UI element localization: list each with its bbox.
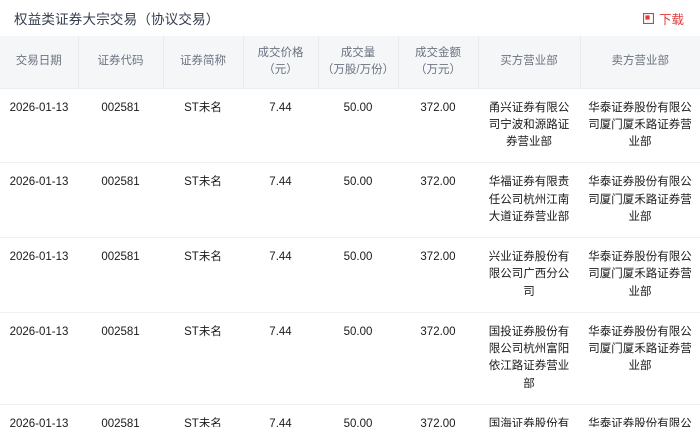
cell-price: 7.44 <box>243 88 318 164</box>
cell-buyer-branch: 甬兴证券有限公司宁波和源路证券营业部 <box>478 88 580 164</box>
cell-security-code: 002581 <box>78 88 163 164</box>
cell-volume: 50.00 <box>318 312 398 405</box>
column-header-amount: 成交金额 （万元） <box>398 36 479 89</box>
cell-security-code: 002581 <box>78 162 163 238</box>
cell-security-name: ST未名 <box>163 88 243 164</box>
column-header-unit: （万股/万份） <box>321 63 395 76</box>
column-header-label: 证券简称 <box>180 55 226 68</box>
cell-security-name: ST未名 <box>163 404 243 427</box>
cell-amount: 372.00 <box>398 88 478 164</box>
cell-security-code: 002581 <box>78 237 163 313</box>
download-label: 下载 <box>658 12 684 27</box>
column-header-volume: 成交量 （万股/万份） <box>318 36 399 89</box>
cell-amount: 372.00 <box>398 404 478 427</box>
table-body: 2026-01-13 002581 ST未名 7.44 50.00 372.00 甬兴证券有… <box>0 88 700 427</box>
cell-volume: 50.00 <box>318 162 398 238</box>
cell-trade-date: 2026-01-13 <box>0 312 78 405</box>
cell-seller-branch: 华泰证券股份有限公司厦门厦禾路证券营业部 <box>580 162 700 238</box>
cell-price: 7.44 <box>243 404 318 427</box>
table-row: 2026-01-13 002581 ST未名 7.44 50.00 372.00 国海证券股… <box>0 404 700 427</box>
page-title: 权益类证券大宗交易（协议交易） <box>14 12 220 27</box>
cell-trade-date: 2026-01-13 <box>0 88 78 164</box>
column-header-price: 成交价格 （元） <box>243 36 319 89</box>
cell-seller-branch: 华泰证券股份有限公司厦门厦禾路证券营业部 <box>580 88 700 164</box>
column-header-buyer-branch: 买方营业部 <box>478 36 581 89</box>
column-header-security-name: 证券简称 <box>163 36 244 89</box>
cell-buyer-branch: 兴业证券股份有限公司广西分公司 <box>478 237 580 313</box>
table-row: 2026-01-13 002581 ST未名 7.44 50.00 372.00 国投证券股… <box>0 312 700 405</box>
cell-security-name: ST未名 <box>163 312 243 405</box>
cell-amount: 372.00 <box>398 237 478 313</box>
cell-security-name: ST未名 <box>163 162 243 238</box>
column-header-label: 卖方营业部 <box>611 55 670 68</box>
cell-volume: 50.00 <box>318 237 398 313</box>
cell-seller-branch: 华泰证券股份有限公司厦门厦禾路证券营业部 <box>580 312 700 405</box>
column-header-unit: （元） <box>263 63 298 76</box>
column-header-security-code: 证券代码 <box>78 36 164 89</box>
table-row: 2026-01-13 002581 ST未名 7.44 50.00 372.00 华福证券有… <box>0 162 700 238</box>
column-header-label: 交易日期 <box>15 55 62 68</box>
cell-buyer-branch: 国海证券股份有限公司北京第一分公司 <box>478 404 580 427</box>
cell-volume: 50.00 <box>318 404 398 427</box>
cell-seller-branch: 华泰证券股份有限公司厦门厦禾路证券营业部 <box>580 237 700 313</box>
cell-buyer-branch: 国投证券股份有限公司杭州富阳依江路证券营业部 <box>478 312 580 405</box>
column-header-label: 成交价格 <box>257 47 304 60</box>
cell-price: 7.44 <box>243 162 318 238</box>
column-header-trade-date: 交易日期 <box>0 36 79 89</box>
column-header-label: 买方营业部 <box>500 55 558 68</box>
cell-seller-branch: 华泰证券股份有限公司厦门厦禾路证券营业部 <box>580 404 700 427</box>
cell-price: 7.44 <box>243 312 318 405</box>
cell-amount: 372.00 <box>398 312 478 405</box>
cell-trade-date: 2026-01-13 <box>0 162 78 238</box>
column-header-label: 成交金额 <box>415 47 461 60</box>
cell-volume: 50.00 <box>318 88 398 164</box>
cell-trade-date: 2026-01-13 <box>0 237 78 313</box>
cell-security-code: 002581 <box>78 312 163 405</box>
table-header-row: 交易日期 证券代码 证券简称 成交价格 （元） 成交量 （万股/万份） 成交金额 <box>0 36 700 89</box>
column-header-seller-branch: 卖方营业部 <box>580 36 700 89</box>
download-excel-icon <box>642 12 654 24</box>
column-header-label: 成交量 <box>340 47 376 60</box>
table-header: 交易日期 证券代码 证券简称 成交价格 （元） 成交量 （万股/万份） 成交金额 <box>0 36 700 89</box>
column-header-label: 证券代码 <box>97 55 144 68</box>
download-button[interactable]: 下载 <box>639 7 688 30</box>
cell-buyer-branch: 华福证券有限责任公司杭州江南大道证券营业部 <box>478 162 580 238</box>
table-row: 2026-01-13 002581 ST未名 7.44 50.00 372.00 兴业证券股… <box>0 237 700 313</box>
column-header-unit: （万元） <box>415 63 461 76</box>
cell-trade-date: 2026-01-13 <box>0 404 78 427</box>
cell-security-code: 002581 <box>78 404 163 427</box>
cell-amount: 372.00 <box>398 162 478 238</box>
page-header: 权益类证券大宗交易（协议交易） 下载 <box>0 0 700 36</box>
cell-security-name: ST未名 <box>163 237 243 313</box>
block-trade-table: 交易日期 证券代码 证券简称 成交价格 （元） 成交量 （万股/万份） 成交金额 <box>0 36 700 427</box>
cell-price: 7.44 <box>243 237 318 313</box>
table-row: 2026-01-13 002581 ST未名 7.44 50.00 372.00 甬兴证券有… <box>0 88 700 164</box>
